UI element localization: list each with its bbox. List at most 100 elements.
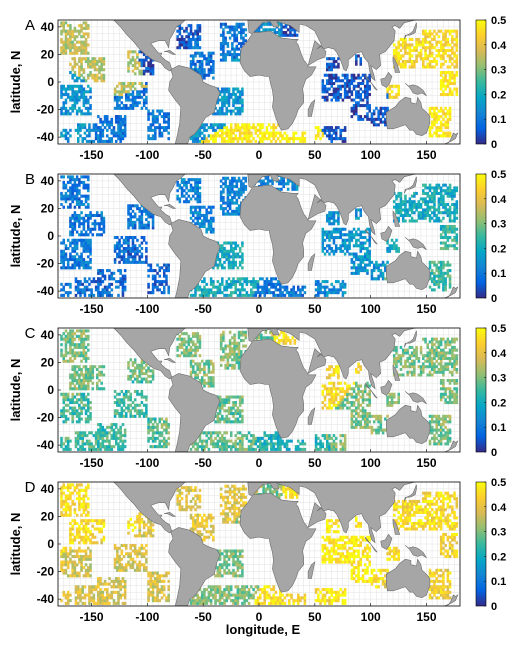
data-cell [279, 285, 282, 289]
data-cell [62, 354, 65, 358]
data-cell [122, 252, 126, 256]
data-cell [78, 32, 81, 36]
data-cell [439, 247, 443, 251]
data-cell [194, 183, 197, 187]
data-cell [82, 233, 86, 237]
data-cell [192, 54, 195, 58]
data-cell [69, 51, 72, 55]
data-cell [122, 255, 126, 259]
data-cell [317, 131, 320, 135]
data-cell [334, 236, 338, 240]
data-cell [145, 87, 148, 91]
data-cell [266, 182, 270, 186]
data-cell [245, 128, 249, 132]
data-cell [241, 123, 244, 127]
data-cell [444, 123, 447, 127]
data-cell [196, 186, 199, 190]
data-cell [140, 377, 144, 381]
data-cell [265, 137, 269, 141]
data-cell [78, 73, 81, 77]
data-cell [73, 194, 77, 198]
data-cell [417, 200, 421, 204]
data-cell [89, 73, 92, 77]
data-cell [238, 255, 242, 259]
data-cell [110, 282, 114, 286]
data-cell [286, 28, 290, 32]
data-cell [194, 211, 197, 215]
data-cell [343, 73, 347, 77]
data-cell [446, 43, 450, 47]
data-cell [95, 376, 99, 380]
data-cell [437, 200, 441, 204]
data-cell [69, 329, 72, 333]
data-cell [69, 95, 72, 99]
data-cell [82, 51, 86, 55]
data-cell [189, 211, 193, 215]
data-cell [62, 197, 65, 201]
data-cell [435, 131, 438, 135]
data-cell [90, 291, 93, 295]
data-cell [326, 213, 329, 218]
data-cell [97, 434, 100, 438]
data-cell [428, 205, 432, 209]
data-cell [122, 87, 126, 91]
data-cell [98, 373, 101, 377]
data-cell [102, 222, 106, 226]
data-cell [226, 176, 230, 180]
data-cell [147, 285, 150, 289]
data-cell [73, 266, 77, 270]
data-cell [94, 131, 98, 135]
data-cell [222, 55, 225, 59]
data-cell [368, 252, 371, 256]
data-cell [404, 219, 407, 223]
data-cell [212, 139, 215, 143]
data-cell [372, 263, 376, 267]
data-cell [350, 271, 354, 275]
data-cell [71, 175, 74, 179]
data-cell [263, 137, 266, 141]
data-cell [451, 202, 454, 206]
data-cell [334, 76, 338, 80]
data-cell [231, 53, 234, 57]
data-cell [127, 209, 130, 213]
data-cell [145, 412, 148, 416]
data-cell [84, 345, 88, 349]
data-cell [326, 95, 329, 99]
data-cell [455, 208, 459, 212]
data-cell [129, 398, 132, 402]
data-cell [80, 378, 83, 383]
data-cell [136, 61, 139, 65]
data-cell [84, 378, 88, 383]
data-cell [80, 332, 83, 336]
data-cell [185, 35, 188, 39]
data-cell [78, 351, 81, 355]
data-cell [116, 101, 119, 105]
data-cell [433, 59, 436, 64]
data-cell [176, 46, 179, 50]
data-cell [110, 271, 114, 275]
data-cell [368, 258, 371, 262]
data-cell [291, 28, 294, 32]
data-cell [89, 370, 92, 374]
data-cell [149, 417, 153, 421]
data-cell [317, 280, 320, 284]
data-cell [226, 201, 230, 205]
data-cell [286, 33, 290, 37]
data-cell [66, 359, 70, 363]
data-cell [101, 425, 105, 429]
data-cell [82, 76, 86, 80]
data-cell [330, 247, 333, 251]
data-cell [138, 82, 141, 86]
data-cell [140, 50, 144, 54]
data-cell [219, 25, 223, 29]
data-cell [247, 134, 251, 138]
data-cell [97, 288, 100, 292]
data-cell [189, 32, 193, 36]
data-cell [442, 211, 445, 215]
data-cell [108, 285, 111, 289]
data-cell [151, 66, 155, 70]
data-cell [247, 126, 251, 130]
data-cell [108, 293, 111, 297]
data-cell [341, 280, 345, 284]
data-cell [62, 104, 65, 108]
